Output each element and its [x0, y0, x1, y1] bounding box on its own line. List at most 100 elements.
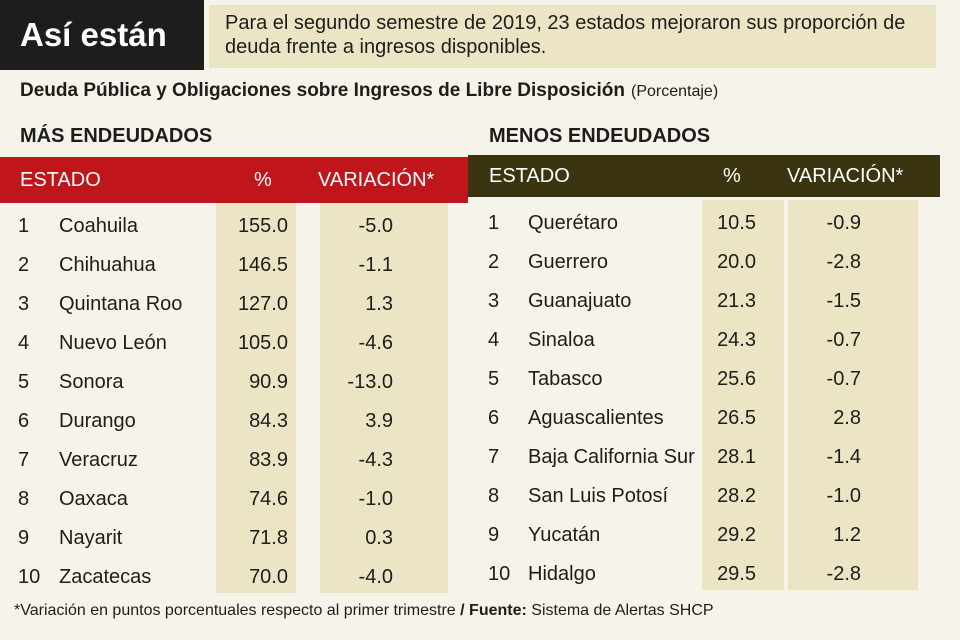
pct-cell: 29.2 — [717, 524, 756, 546]
rank-cell: 10 — [18, 566, 41, 588]
pct-cell: 25.6 — [717, 368, 756, 390]
footnote-source: Sistema de Alertas SHCP — [526, 602, 714, 619]
table-row: 1 Coahuila 155.0 -5.0 — [0, 207, 468, 246]
estado-cell: Guanajuato — [528, 290, 632, 312]
right-header-estado: ESTADO — [489, 165, 570, 187]
rank-cell: 6 — [488, 407, 500, 429]
estado-cell: Oaxaca — [59, 488, 128, 510]
var-cell: -1.4 — [826, 446, 861, 468]
footnote-note: *Variación en puntos porcentuales respec… — [14, 602, 456, 619]
var-cell: -2.8 — [826, 563, 861, 585]
left-table-header: ESTADO % VARIACIÓN* — [0, 157, 468, 203]
pct-cell: 105.0 — [237, 332, 288, 354]
pct-cell: 127.0 — [237, 293, 288, 315]
table-row: 1 Querétaro 10.5 -0.9 — [468, 204, 940, 243]
pct-cell: 28.2 — [717, 485, 756, 507]
footnote-source-label: Fuente: — [469, 602, 527, 619]
table-row: 6 Durango 84.3 3.9 — [0, 402, 468, 441]
pct-cell: 29.5 — [717, 563, 756, 585]
pct-cell: 155.0 — [237, 215, 288, 237]
estado-cell: Querétaro — [528, 212, 619, 234]
rank-cell: 10 — [488, 563, 511, 585]
table-row: 10 Zacatecas 70.0 -4.0 — [0, 558, 468, 597]
right-table: ESTADO % VARIACIÓN* 1 Querétaro 10.5 -0.9 2 G… — [468, 155, 940, 597]
var-cell: -5.0 — [358, 215, 393, 237]
table-row: 5 Sonora 90.9 -13.0 — [0, 363, 468, 402]
table-row: 10 Hidalgo 29.5 -2.8 — [468, 555, 940, 594]
var-cell: -0.9 — [826, 212, 861, 234]
var-cell: 0.3 — [365, 527, 393, 549]
right-table-header: ESTADO % VARIACIÓN* — [468, 155, 940, 197]
pct-cell: 71.8 — [249, 527, 288, 549]
rank-cell: 4 — [18, 332, 30, 354]
var-cell: -1.0 — [826, 485, 861, 507]
var-cell: -13.0 — [347, 371, 393, 393]
var-cell: -0.7 — [826, 329, 861, 351]
page-title: Así están — [0, 0, 204, 70]
var-cell: 1.3 — [365, 293, 393, 315]
pct-cell: 146.5 — [237, 254, 288, 276]
rank-cell: 8 — [18, 488, 30, 510]
pct-cell: 21.3 — [717, 290, 756, 312]
pct-cell: 24.3 — [717, 329, 756, 351]
table-row: 6 Aguascalientes 26.5 2.8 — [468, 399, 940, 438]
var-cell: -4.0 — [358, 566, 393, 588]
estado-cell: Aguascalientes — [528, 407, 664, 429]
right-var-column-bg — [788, 200, 918, 590]
pct-cell: 84.3 — [249, 410, 288, 432]
pct-cell: 90.9 — [249, 371, 288, 393]
pct-cell: 70.0 — [249, 566, 288, 588]
estado-cell: Veracruz — [59, 449, 138, 471]
rank-cell: 7 — [488, 446, 500, 468]
estado-cell: Sinaloa — [528, 329, 595, 351]
rank-cell: 3 — [18, 293, 30, 315]
rank-cell: 1 — [18, 215, 30, 237]
estado-cell: Sonora — [59, 371, 124, 393]
var-cell: -1.5 — [826, 290, 861, 312]
table-row: 7 Baja California Sur 28.1 -1.4 — [468, 438, 940, 477]
estado-cell: Tabasco — [528, 368, 603, 390]
left-table: ESTADO % VARIACIÓN* 1 Coahuila 155.0 -5.0 2 C… — [0, 157, 468, 597]
right-header-pct: % — [723, 165, 741, 187]
right-section-title: MENOS ENDEUDADOS — [489, 125, 711, 147]
rank-cell: 5 — [18, 371, 30, 393]
rank-cell: 9 — [488, 524, 500, 546]
rank-cell: 8 — [488, 485, 500, 507]
estado-cell: Nuevo León — [59, 332, 167, 354]
pct-cell: 28.1 — [717, 446, 756, 468]
header-note: Para el segundo semestre de 2019, 23 est… — [209, 5, 936, 68]
table-row: 5 Tabasco 25.6 -0.7 — [468, 360, 940, 399]
estado-cell: Coahuila — [59, 215, 138, 237]
var-cell: -1.0 — [358, 488, 393, 510]
table-row: 2 Chihuahua 146.5 -1.1 — [0, 246, 468, 285]
var-cell: -2.8 — [826, 251, 861, 273]
rank-cell: 1 — [488, 212, 500, 234]
left-section-title: MÁS ENDEUDADOS — [20, 125, 213, 147]
table-row: 9 Nayarit 71.8 0.3 — [0, 519, 468, 558]
subtitle-text: Deuda Pública y Obligaciones sobre Ingre… — [20, 80, 625, 101]
left-var-column-bg — [320, 203, 448, 593]
rank-cell: 7 — [18, 449, 30, 471]
rank-cell: 4 — [488, 329, 500, 351]
pct-cell: 83.9 — [249, 449, 288, 471]
estado-cell: Quintana Roo — [59, 293, 183, 315]
table-row: 7 Veracruz 83.9 -4.3 — [0, 441, 468, 480]
var-cell: -4.3 — [358, 449, 393, 471]
pct-cell: 26.5 — [717, 407, 756, 429]
left-header-var: VARIACIÓN* — [318, 169, 435, 191]
estado-cell: Yucatán — [528, 524, 601, 546]
rank-cell: 2 — [18, 254, 30, 276]
table-row: 3 Guanajuato 21.3 -1.5 — [468, 282, 940, 321]
rank-cell: 6 — [18, 410, 30, 432]
left-pct-column-bg — [216, 203, 296, 593]
var-cell: 3.9 — [365, 410, 393, 432]
estado-cell: Durango — [59, 410, 136, 432]
estado-cell: Guerrero — [528, 251, 609, 273]
subtitle-unit: (Porcentaje) — [631, 83, 719, 100]
estado-cell: Zacatecas — [59, 566, 152, 588]
estado-cell: San Luis Potosí — [528, 485, 669, 507]
var-cell: -0.7 — [826, 368, 861, 390]
table-row: 9 Yucatán 29.2 1.2 — [468, 516, 940, 555]
left-header-pct: % — [254, 169, 272, 191]
var-cell: -1.1 — [358, 254, 393, 276]
